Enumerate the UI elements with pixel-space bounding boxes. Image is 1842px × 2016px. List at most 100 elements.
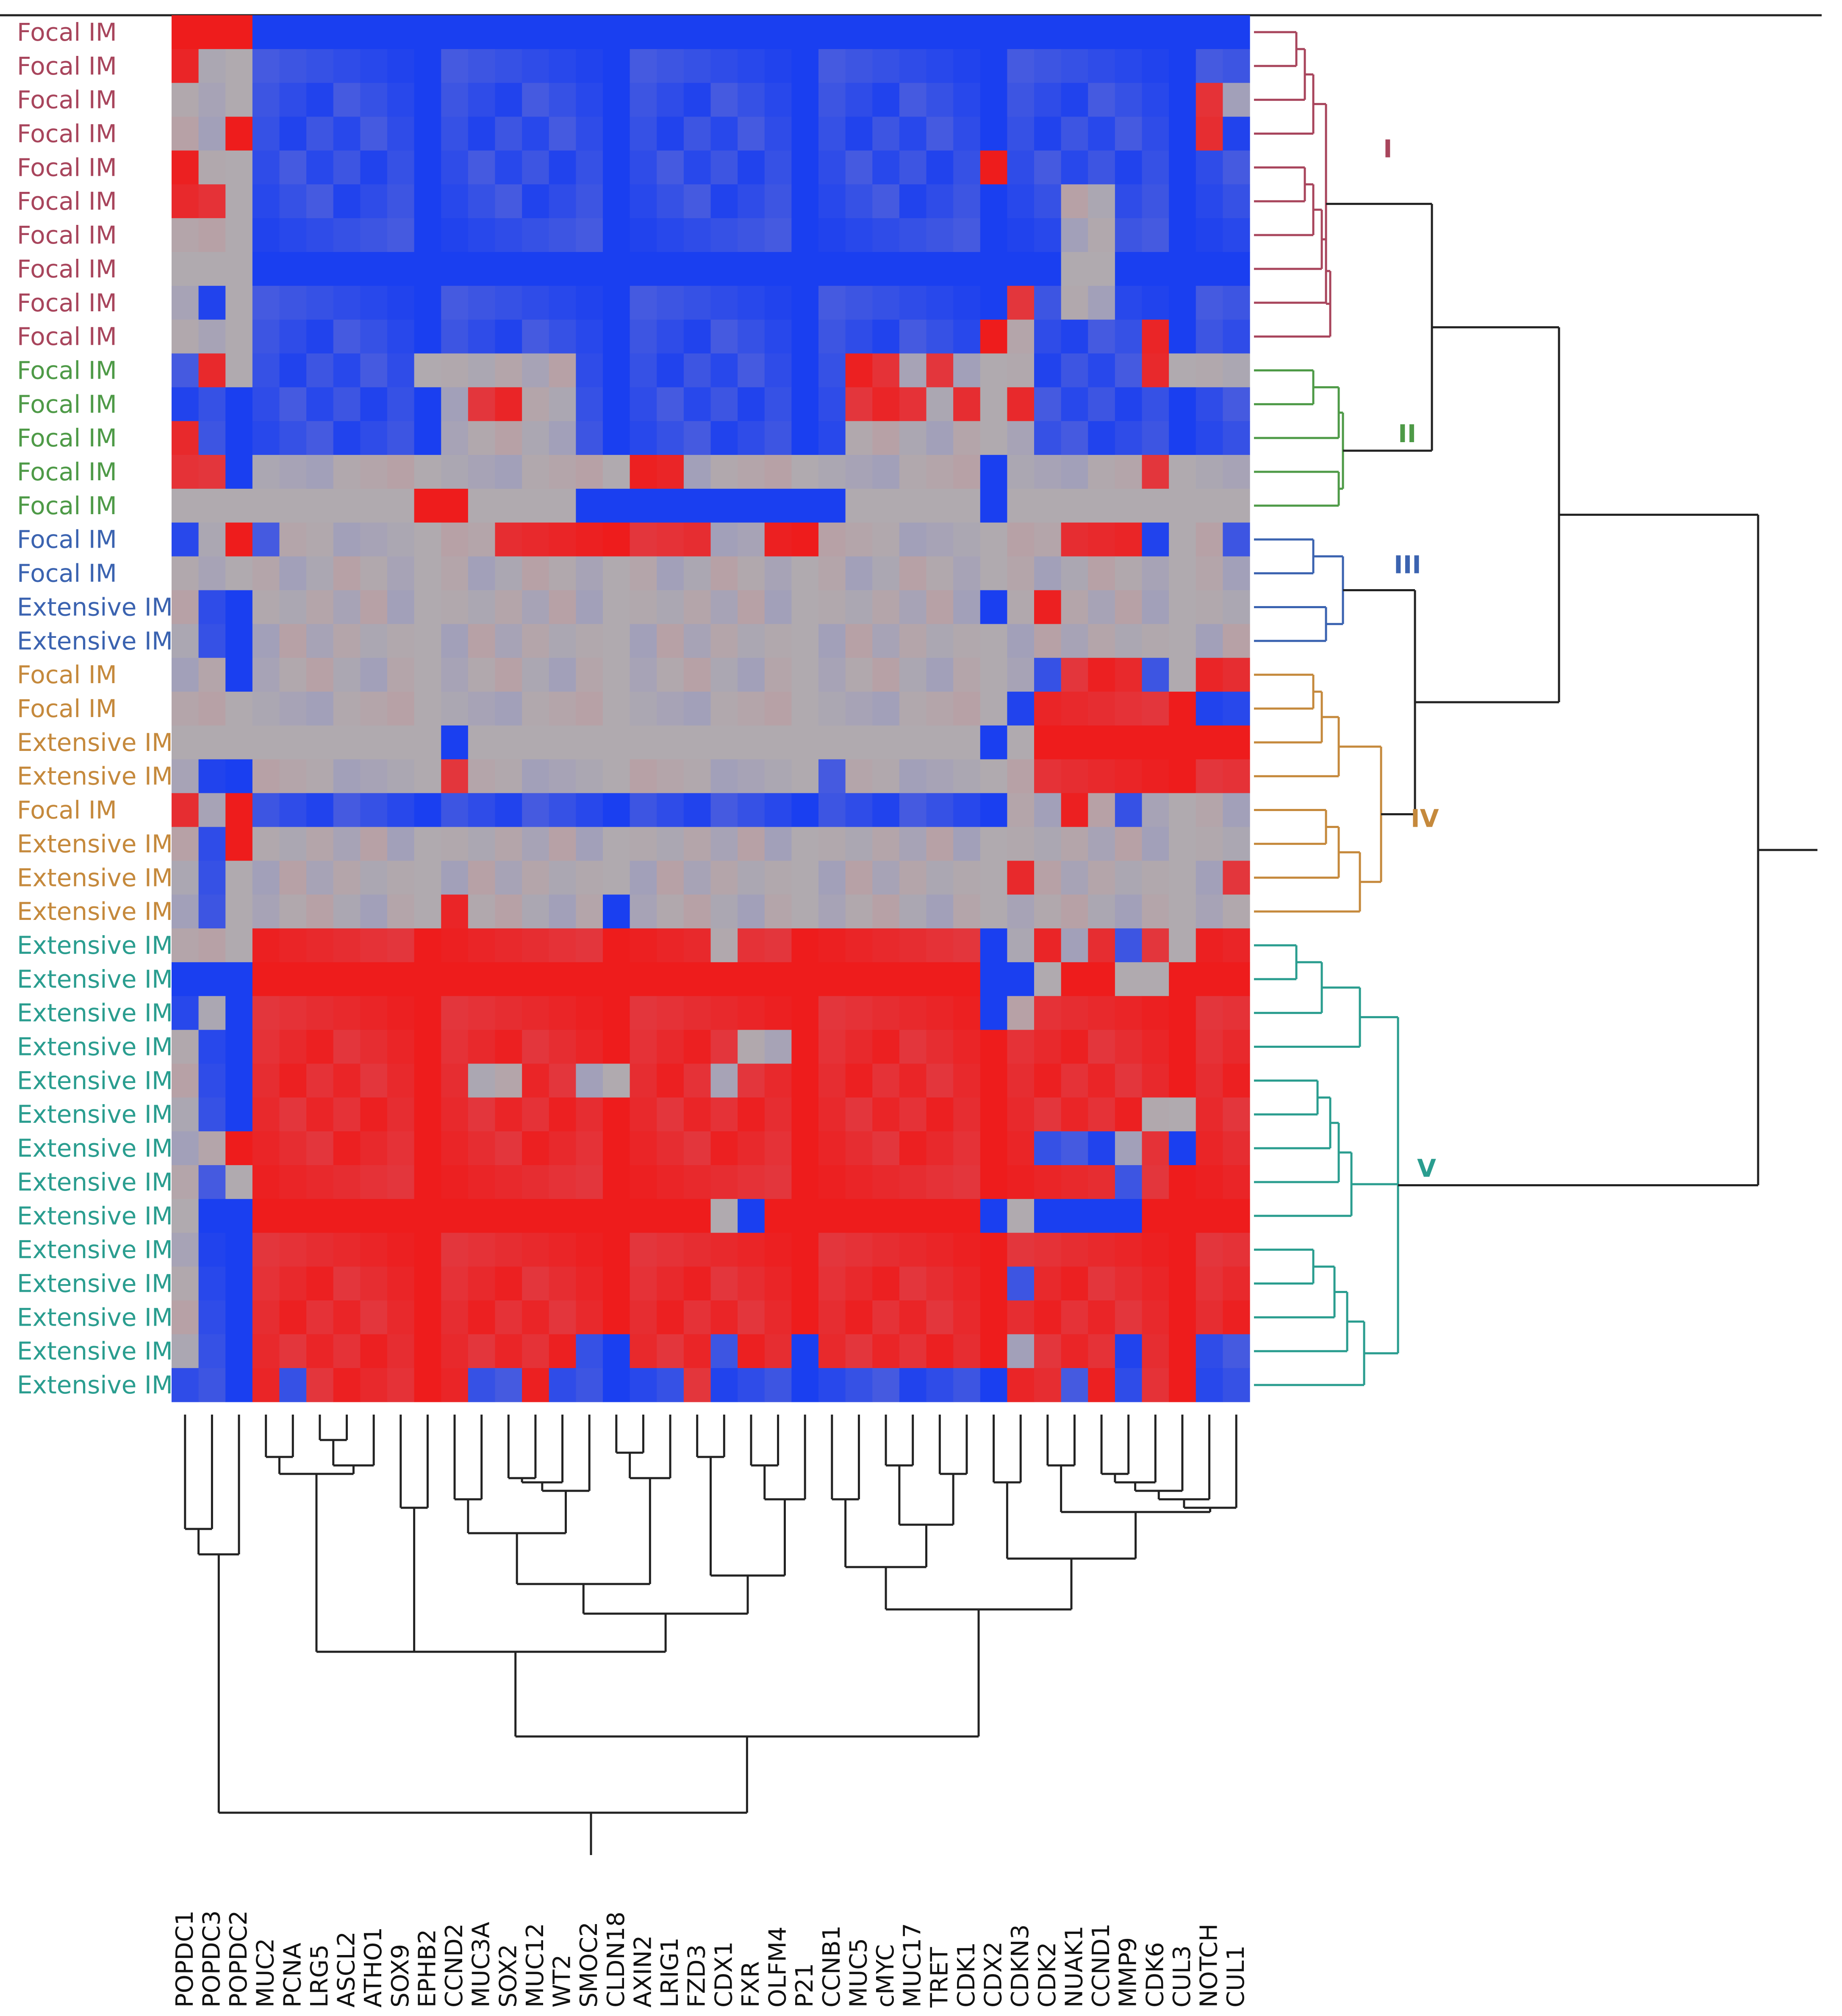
heatmap-cell (1007, 83, 1035, 117)
heatmap-cell (495, 861, 522, 895)
heatmap-cell (387, 1063, 415, 1098)
heatmap-cell (441, 421, 469, 455)
heatmap-cell (360, 421, 388, 455)
heatmap-cell (225, 793, 253, 828)
heatmap-cell (791, 1030, 819, 1064)
heatmap-cell (791, 793, 819, 828)
heatmap-cell (872, 725, 900, 760)
heatmap-cell (738, 793, 765, 828)
heatmap-cell (225, 1266, 253, 1301)
heatmap-cell (387, 1030, 415, 1064)
heatmap-cell (414, 1030, 441, 1064)
heatmap-cell (252, 218, 280, 252)
heatmap-cell (603, 116, 630, 151)
heatmap-cell (1169, 996, 1196, 1030)
heatmap-cell (495, 590, 522, 624)
heatmap-cell (603, 1097, 630, 1132)
heatmap-cell (198, 1334, 226, 1368)
heatmap-cell (683, 1368, 711, 1402)
heatmap-cell (549, 996, 576, 1030)
heatmap-cell (683, 522, 711, 557)
heatmap-cell (1169, 184, 1196, 219)
heatmap-cell (603, 827, 630, 861)
heatmap-cell (1115, 1063, 1143, 1098)
heatmap-cell (683, 692, 711, 726)
heatmap-cell (252, 1097, 280, 1132)
heatmap-cell (252, 1334, 280, 1368)
heatmap-cell (172, 319, 199, 354)
heatmap-cell (899, 455, 927, 489)
heatmap-cell (683, 1300, 711, 1335)
heatmap-cell (198, 1165, 226, 1199)
heatmap-cell (899, 658, 927, 692)
heatmap-cell (252, 624, 280, 658)
heatmap-cell (252, 556, 280, 591)
heatmap-cell (791, 827, 819, 861)
heatmap-cell (1115, 962, 1143, 997)
gene-label: MUC2 (252, 1938, 280, 2008)
heatmap-cell (441, 1030, 469, 1064)
heatmap-cell (414, 1199, 441, 1233)
heatmap-cell (953, 488, 981, 523)
heatmap-cell (603, 1232, 630, 1267)
heatmap-cell (1061, 522, 1088, 557)
heatmap-cell (576, 1063, 603, 1098)
heatmap-cell (845, 759, 873, 794)
heatmap-cell (899, 894, 927, 929)
heatmap-cell (252, 827, 280, 861)
heatmap-cell (414, 1165, 441, 1199)
heatmap-cell (522, 827, 549, 861)
sample-label: Extensive IM (17, 1033, 173, 1061)
heatmap-cell (387, 759, 415, 794)
heatmap-cell (1142, 522, 1169, 557)
heatmap-cell (1169, 861, 1196, 895)
heatmap-cell (926, 1063, 954, 1098)
heatmap-cell (683, 49, 711, 83)
heatmap-cell (387, 1368, 415, 1402)
heatmap-cell (1034, 894, 1062, 929)
heatmap-cell (1169, 488, 1196, 523)
heatmap-cell (1061, 1232, 1088, 1267)
heatmap-cell (764, 285, 792, 320)
heatmap-cell (791, 387, 819, 421)
heatmap-cell (764, 1030, 792, 1064)
heatmap-cell (1061, 319, 1088, 354)
heatmap-cell (495, 421, 522, 455)
heatmap-cell (1034, 1232, 1062, 1267)
gene-label: ASCL2 (333, 1931, 361, 2008)
heatmap-cell (414, 285, 441, 320)
sample-label: Extensive IM (17, 1202, 173, 1230)
heatmap-cell (576, 522, 603, 557)
heatmap-cell (764, 116, 792, 151)
heatmap-cell (683, 150, 711, 185)
heatmap-cell (279, 861, 307, 895)
heatmap-cell (953, 1063, 981, 1098)
heatmap-cell (225, 15, 253, 50)
heatmap-cell (225, 861, 253, 895)
heatmap-cell (1169, 1368, 1196, 1402)
heatmap-cell (549, 624, 576, 658)
cluster-label: V (1417, 1154, 1436, 1182)
heatmap-cell (603, 962, 630, 997)
heatmap-cell (495, 116, 522, 151)
heatmap-cell (360, 184, 388, 219)
heatmap-cell (1196, 1300, 1223, 1335)
heatmap-cell (603, 590, 630, 624)
heatmap-cell (1196, 184, 1223, 219)
heatmap-cell (818, 1165, 846, 1199)
heatmap-cell (522, 861, 549, 895)
heatmap-cell (333, 455, 361, 489)
heatmap-cell (576, 49, 603, 83)
heatmap-cell (468, 894, 496, 929)
heatmap-cell (630, 1368, 657, 1402)
heatmap-cell (522, 116, 549, 151)
heatmap-cell (360, 962, 388, 997)
heatmap-cell (818, 353, 846, 388)
heatmap-cell (414, 1097, 441, 1132)
heatmap-cell (764, 455, 792, 489)
heatmap-cell (360, 1232, 388, 1267)
heatmap-cell (495, 387, 522, 421)
heatmap-cell (1169, 556, 1196, 591)
heatmap-cell (225, 1368, 253, 1402)
heatmap-cell (387, 894, 415, 929)
